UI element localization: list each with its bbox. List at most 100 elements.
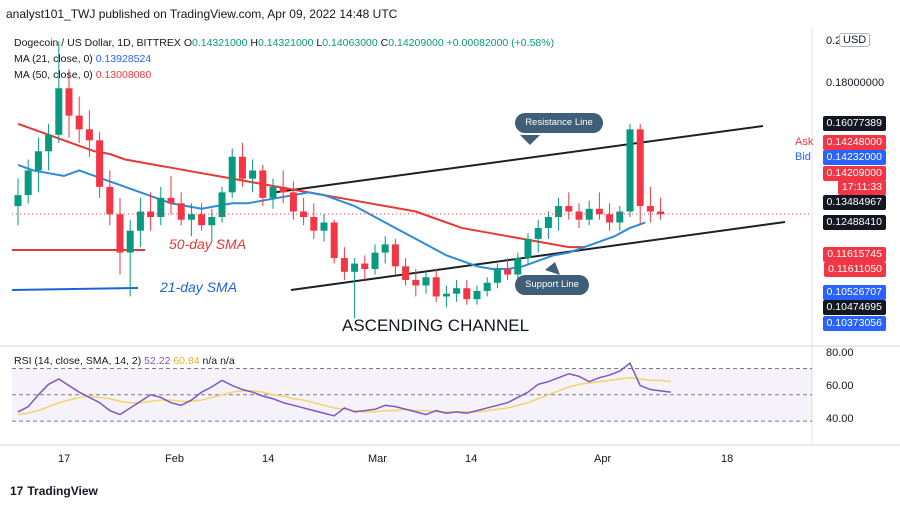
price-tag: 0.14248000: [822, 135, 886, 150]
support-line: [290, 221, 786, 291]
footer-brand: 17 TradingView: [10, 484, 98, 498]
candle-body: [340, 258, 348, 272]
candle-body: [187, 214, 195, 220]
candle-body: [381, 244, 389, 253]
candle-body: [218, 192, 226, 217]
price-tick-0: 0.2: [826, 35, 842, 47]
grid: [0, 28, 900, 446]
price-tag: 0.10526707: [822, 285, 886, 300]
candle-body: [34, 151, 42, 171]
time-tick: 18: [721, 453, 734, 465]
candle-body: [116, 214, 124, 253]
candle-body: [106, 186, 114, 215]
candle-body: [504, 269, 512, 275]
candle-body: [330, 222, 338, 259]
support-callout: Support Line: [515, 275, 589, 295]
time-tick: 14: [262, 453, 275, 465]
candle-body: [473, 290, 481, 300]
candle-body: [595, 208, 603, 215]
resistance-pointer: [520, 135, 540, 145]
candle-body: [544, 217, 552, 228]
price-tag: 0.10373056: [822, 316, 886, 331]
open-value: 0.14321000: [192, 37, 248, 49]
candle-body: [85, 129, 93, 141]
rsi-tick-80: 80.00: [826, 347, 854, 359]
ma50-legend[interactable]: MA (50, close, 0) 0.13008080: [14, 69, 152, 81]
price-tag: 0.13484967: [822, 195, 886, 210]
price-tag: 0.12488410: [822, 215, 886, 230]
sma50-annotation: 50-day SMA: [169, 236, 247, 252]
candle-body: [269, 186, 277, 198]
candle-body: [96, 140, 104, 187]
candle-body: [320, 222, 328, 231]
candle-body: [575, 211, 583, 220]
candle-body: [177, 203, 185, 220]
rsi-ma-series: [17, 376, 671, 416]
sma21-annotation: 21-day SMA: [160, 279, 238, 295]
candle-body: [391, 244, 399, 267]
high-value: 0.14321000: [258, 37, 314, 49]
ma21-line: [17, 164, 646, 271]
channel-title: ASCENDING CHANNEL: [342, 316, 530, 335]
price-tag: 0.11611050: [824, 262, 886, 277]
resistance-callout: Resistance Line: [515, 113, 603, 133]
candle-body: [55, 88, 63, 135]
currency-button[interactable]: USD: [839, 33, 871, 47]
candle-body: [65, 88, 73, 116]
change-value: +0.00082000 (+0.58%): [446, 37, 555, 49]
candle-body: [208, 217, 216, 226]
time-tick: Feb: [165, 453, 184, 465]
candle-body: [534, 227, 542, 239]
candle-body: [555, 206, 563, 217]
candle-body: [198, 214, 206, 226]
candles: [12, 41, 812, 319]
candle-body: [238, 156, 246, 179]
countdown-tag: 17:11:33: [837, 180, 886, 195]
candle-body: [514, 258, 522, 275]
candle-body: [412, 280, 420, 286]
price-tag-label: Ask: [795, 136, 814, 148]
candle-body: [442, 293, 450, 297]
candle-body: [279, 186, 287, 193]
ma50-line: [17, 122, 585, 249]
time-tick: Apr: [594, 453, 612, 465]
price-tag: 0.11615745: [823, 247, 886, 262]
candle-body: [483, 282, 491, 291]
candle-body: [75, 115, 83, 130]
candle-body: [249, 170, 257, 179]
ma21-series: [17, 164, 646, 271]
candle-body: [422, 277, 430, 286]
candle-body: [493, 269, 501, 283]
price-tag-label: Bid: [795, 151, 811, 163]
time-tick: 14: [465, 453, 478, 465]
tradingview-logo-icon: 17: [10, 484, 24, 498]
candle-body: [228, 156, 236, 193]
candle-body: [24, 170, 32, 196]
rsi-legend[interactable]: RSI (14, close, SMA, 14, 2) 52.22 60.84 …: [14, 355, 235, 367]
candle-body: [167, 197, 175, 204]
candle-body: [351, 263, 359, 272]
symbol-name[interactable]: Dogecoin / US Dollar, 1D, BITTREX: [14, 37, 181, 49]
candle-body: [310, 217, 318, 231]
candle-body: [463, 288, 471, 300]
candle-body: [524, 238, 532, 259]
time-tick: Mar: [368, 453, 387, 465]
candle-body: [646, 206, 654, 212]
candle-body: [300, 211, 308, 217]
publish-header: analyst101_TWJ published on TradingView.…: [6, 7, 398, 21]
candle-body: [14, 195, 22, 207]
resistance-line: [269, 125, 764, 194]
candle-body: [585, 208, 593, 220]
ma21-legend[interactable]: MA (21, close, 0) 0.13928524: [14, 53, 152, 65]
candle-body: [45, 134, 53, 152]
candle-body: [136, 211, 144, 231]
price-tag: 0.14232000: [822, 150, 886, 165]
rsi-panel: [12, 362, 812, 422]
candle-body: [126, 230, 134, 253]
price-tag: 0.16077389: [822, 116, 886, 131]
price-tag: 0.14209000: [822, 166, 886, 181]
low-value: 0.14063000: [322, 37, 378, 49]
candle-body: [636, 129, 644, 207]
rsi-tick-60: 60.00: [826, 380, 854, 392]
